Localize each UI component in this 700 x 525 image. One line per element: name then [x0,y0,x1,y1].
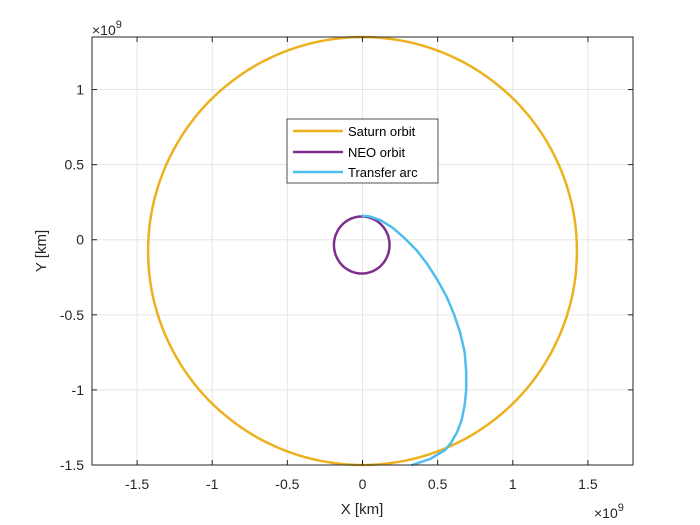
legend-label-saturn-orbit: Saturn orbit [348,124,416,139]
series-group [146,35,579,467]
x-tick-label: -0.5 [275,476,299,492]
y-exponent-label: ×109 [92,19,122,38]
x-tick-label: 0.5 [428,476,448,492]
y-tick-label: -1.5 [60,457,84,473]
y-axis-label: Y [km] [33,230,50,272]
x-axis-label: X [km] [341,501,384,518]
series-line-neo-orbit [332,215,391,275]
y-tick-label: 1 [76,82,84,98]
x-tick-label: -1.5 [125,476,149,492]
legend-label-neo-orbit: NEO orbit [348,145,405,160]
x-exponent-power: 9 [618,502,624,514]
legend-label-transfer-arc: Transfer arc [348,165,418,180]
x-tick-label: -1 [206,476,219,492]
x-exponent-label: ×109 [594,502,624,521]
tick-group: -1.5 -1 -0.5 0 0.5 1 1.5 -1.5 -1 -0.5 0 0.5 1 [60,37,633,492]
y-exponent-base: ×10 [92,22,116,38]
x-tick-label: 1 [509,476,517,492]
legend: Saturn orbit NEO orbit Transfer arc [286,118,439,184]
y-exponent-power: 9 [116,19,122,31]
x-tick-label: 1.5 [578,476,598,492]
y-tick-label: 0.5 [65,157,85,173]
y-tick-label: -1 [72,382,85,398]
series-line-transfer-arc [361,214,468,467]
x-tick-label: 0 [359,476,367,492]
x-exponent-base: ×10 [594,505,618,521]
y-tick-label: 0 [76,232,84,248]
y-tick-label: -0.5 [60,307,84,323]
series-line-saturn-orbit [146,35,579,467]
